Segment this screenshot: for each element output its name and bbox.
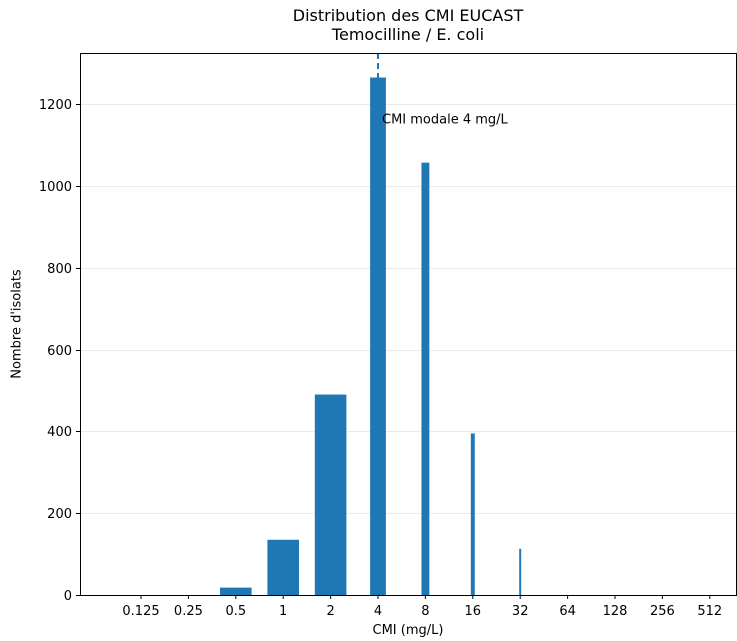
x-tick-label: 256 — [650, 604, 675, 619]
y-tick-label: 1000 — [39, 180, 72, 195]
modal-annotation: CMI modale 4 mg/L — [382, 112, 509, 127]
x-tick-label: 1 — [279, 604, 287, 619]
x-tick-label: 0.25 — [174, 604, 203, 619]
x-tick-label: 16 — [465, 604, 482, 619]
bar — [421, 162, 430, 595]
x-axis-ticks: 0.125 0.25 0.5 1 2 4 8 16 32 64 128 256 512 — [122, 595, 722, 619]
x-tick-label: 64 — [559, 604, 576, 619]
x-tick-label: 512 — [697, 604, 722, 619]
grid-lines — [80, 104, 736, 514]
x-tick-label: 0.5 — [225, 604, 246, 619]
x-tick-label: 0.125 — [122, 604, 159, 619]
chart-title: Distribution des CMI EUCAST Temocilline … — [80, 6, 736, 44]
y-tick-label: 200 — [47, 507, 72, 522]
x-tick-label: 2 — [326, 604, 334, 619]
chart-subtitle-line: Temocilline / E. coli — [331, 25, 485, 44]
y-axis-ticks: 0 200 400 600 800 1000 1200 — [39, 98, 80, 604]
plot-frame — [80, 53, 737, 596]
bar — [314, 394, 347, 595]
x-tick-label: 8 — [421, 604, 429, 619]
x-tick-label: 4 — [374, 604, 382, 619]
y-tick-label: 0 — [64, 589, 72, 604]
bar — [470, 433, 475, 595]
bar — [267, 539, 299, 595]
y-axis-label-text: Nombre d'isolats — [9, 269, 25, 379]
x-tick-label: 128 — [603, 604, 628, 619]
y-tick-label: 1200 — [39, 98, 72, 113]
bar — [220, 587, 252, 595]
y-tick-label: 600 — [47, 344, 72, 359]
y-tick-label: 800 — [47, 262, 72, 277]
x-axis-label: CMI (mg/L) — [372, 623, 444, 638]
y-tick-label: 400 — [47, 425, 72, 440]
chart-title-line: Distribution des CMI EUCAST — [292, 6, 524, 25]
bar — [519, 548, 522, 595]
bars — [220, 77, 522, 595]
x-tick-label: 32 — [512, 604, 529, 619]
